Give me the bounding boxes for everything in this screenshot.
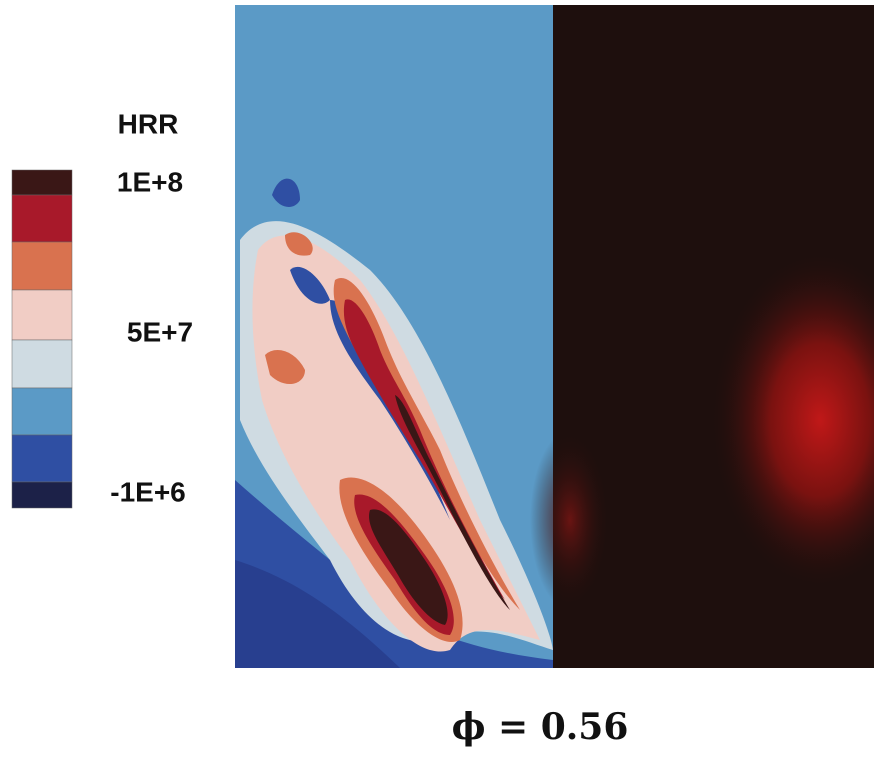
legend-label: 1E+8 [117, 166, 183, 197]
colorbar [11, 169, 73, 509]
legend-label: 5E+7 [127, 316, 193, 347]
legend-title: HRR [118, 108, 179, 139]
caption: ϕ = 0.56 [452, 706, 629, 748]
legend-label: -1E+6 [110, 476, 186, 507]
experiment-image [530, 5, 874, 668]
simulation-contour [235, 5, 553, 668]
